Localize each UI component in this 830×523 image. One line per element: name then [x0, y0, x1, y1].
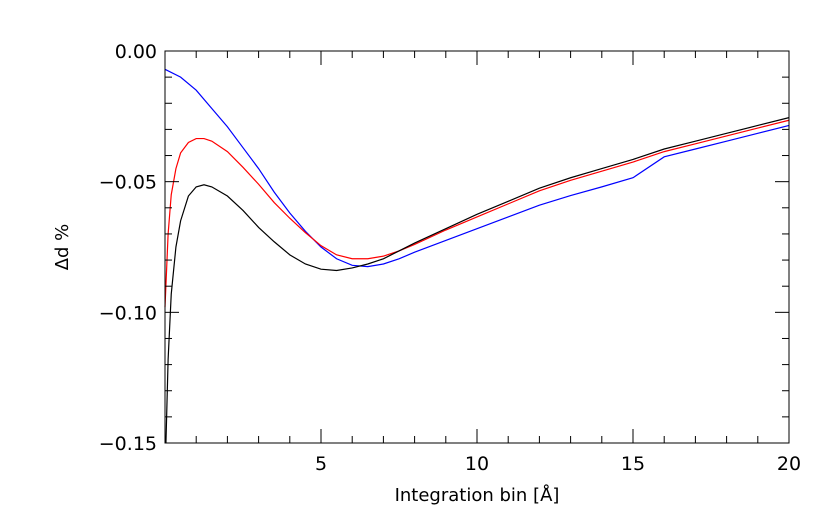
y-tick-label: −0.10	[99, 302, 157, 324]
x-tick-label: 15	[621, 453, 645, 475]
x-tick-label: 10	[465, 453, 489, 475]
x-axis-label: Integration bin [Å]	[395, 484, 560, 506]
plot-frame	[164, 50, 790, 444]
ticks-layer	[165, 51, 789, 443]
tick-labels-layer: 5 10 15 20 0.00 −0.05 −0.10 −0.15	[99, 41, 801, 475]
x-tick-label: 20	[777, 453, 801, 475]
x-tick-label: 5	[315, 453, 327, 475]
y-tick-label: −0.15	[99, 433, 157, 455]
series-line-2	[164, 119, 790, 308]
y-axis-label: Δd %	[52, 224, 73, 271]
series-line-3	[165, 117, 790, 444]
series-layer	[164, 68, 790, 444]
y-tick-label: −0.05	[99, 172, 157, 194]
series-line-1	[164, 68, 790, 268]
y-tick-label: 0.00	[115, 41, 157, 63]
